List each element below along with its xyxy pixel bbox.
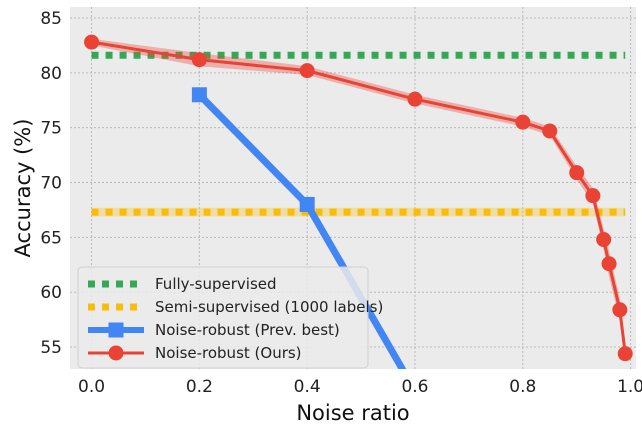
- y-axis-title: Accuracy (%): [11, 119, 35, 258]
- x-tick-label: 0.2: [186, 377, 213, 397]
- legend: Fully-supervised Semi-supervised (1000 la…: [77, 266, 383, 369]
- ours-marker: [191, 52, 207, 68]
- x-axis-title: Noise ratio: [296, 401, 409, 425]
- y-tick-label: 70: [40, 174, 62, 194]
- ours-marker: [84, 34, 100, 50]
- prev-best-marker: [191, 87, 207, 103]
- legend-marker: [108, 322, 124, 338]
- y-tick-label: 80: [40, 64, 62, 84]
- x-tick-label: 0.8: [509, 377, 536, 397]
- ours-marker: [601, 256, 617, 272]
- legend-label: Noise-robust (Prev. best): [155, 321, 340, 339]
- prev-best-marker: [299, 196, 315, 212]
- ours-marker: [617, 346, 633, 362]
- ours-marker: [612, 302, 628, 318]
- y-tick-label: 75: [40, 119, 62, 139]
- y-tick-label: 55: [40, 338, 62, 358]
- ours-marker: [569, 165, 585, 181]
- y-tick-label: 65: [40, 228, 62, 248]
- ours-marker: [407, 91, 423, 107]
- x-tick-label: 0.0: [78, 377, 105, 397]
- ours-marker: [585, 188, 601, 204]
- legend-label: Noise-robust (Ours): [155, 344, 302, 362]
- y-tick-label: 85: [40, 9, 62, 29]
- ours-line: [90, 40, 627, 356]
- legend-marker: [108, 345, 124, 361]
- x-tick-label: 1.0: [617, 377, 642, 397]
- ours-marker: [542, 123, 558, 139]
- y-tick-label: 60: [40, 283, 62, 303]
- series-layer: [84, 34, 633, 369]
- legend-box: [77, 266, 369, 369]
- ours-marker: [515, 114, 531, 130]
- ours-marker: [596, 232, 612, 248]
- legend-label: Fully-supervised: [155, 275, 277, 293]
- x-tick-label: 0.6: [401, 377, 428, 397]
- ours-band: [91, 38, 626, 360]
- legend-label: Semi-supervised (1000 labels): [155, 298, 383, 316]
- ours-marker: [299, 63, 315, 79]
- tick-labels: 0.0 0.2 0.4 0.6 0.8 1.0 55 60 65 70 75 80 85: [40, 9, 642, 397]
- x-tick-label: 0.4: [294, 377, 321, 397]
